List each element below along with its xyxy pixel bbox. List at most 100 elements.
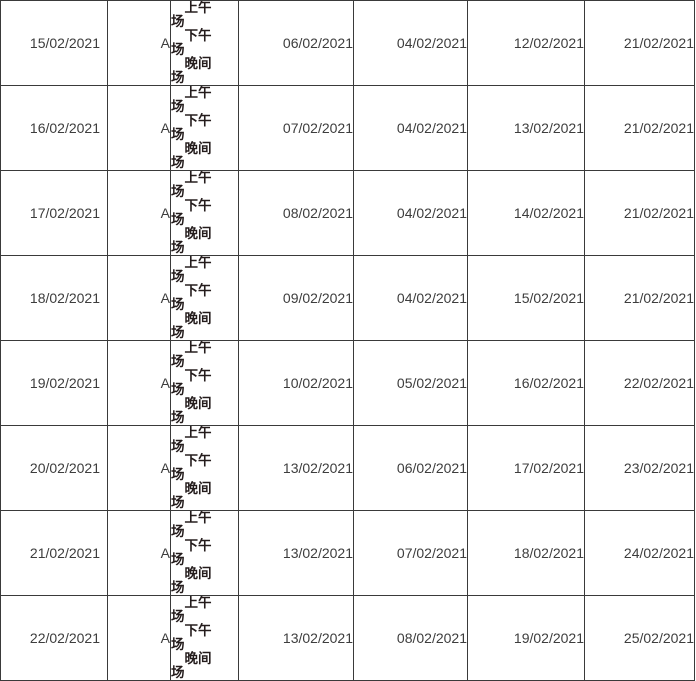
session-line: 下午 xyxy=(171,368,212,383)
session-line: 上午 xyxy=(171,425,212,440)
session-line: 晚间 xyxy=(171,396,212,411)
session-line: 场 xyxy=(171,42,185,57)
row-date-cell: 22/02/2021 xyxy=(0,595,108,681)
date2-cell: 06/02/2021 xyxy=(353,425,468,511)
date3-cell: 13/02/2021 xyxy=(467,85,585,171)
date3-cell: 12/02/2021 xyxy=(467,0,585,86)
session-line: 晚间 xyxy=(171,481,212,496)
group-cell: A xyxy=(107,425,171,511)
session-line: 场 xyxy=(171,524,185,539)
date4-cell: 21/02/2021 xyxy=(584,255,695,341)
session-line: 场 xyxy=(171,354,185,369)
session-line: 下午 xyxy=(171,28,212,43)
session-line: 场 xyxy=(171,70,185,85)
date4-cell: 21/02/2021 xyxy=(584,85,695,171)
date1-cell: 10/02/2021 xyxy=(238,340,354,426)
session-line: 场 xyxy=(171,155,185,170)
row-date-cell: 17/02/2021 xyxy=(0,170,108,256)
date3-cell: 15/02/2021 xyxy=(467,255,585,341)
row-date-cell: 18/02/2021 xyxy=(0,255,108,341)
session-line: 场 xyxy=(171,127,185,142)
date2-cell: 04/02/2021 xyxy=(353,0,468,86)
session-line: 场 xyxy=(171,99,185,114)
table-row: 15/02/2021 A 上午场 下午场 晚间场 06/02/2021 04/0… xyxy=(0,0,695,86)
row-date-cell: 15/02/2021 xyxy=(0,0,108,86)
session-line: 场 xyxy=(171,212,185,227)
table-row: 20/02/2021 A 上午场 下午场 晚间场 13/02/2021 06/0… xyxy=(0,425,695,511)
sessions-cell: 上午场 下午场 晚间场 xyxy=(170,170,239,256)
session-line: 上午 xyxy=(171,255,212,270)
session-line: 场 xyxy=(171,382,185,397)
sessions-cell: 上午场 下午场 晚间场 xyxy=(170,425,239,511)
group-cell: A xyxy=(107,255,171,341)
date1-cell: 08/02/2021 xyxy=(238,170,354,256)
date4-cell: 21/02/2021 xyxy=(584,170,695,256)
sessions-cell: 上午场 下午场 晚间场 xyxy=(170,595,239,681)
session-line: 上午 xyxy=(171,510,212,525)
group-cell: A xyxy=(107,510,171,596)
row-date-cell: 20/02/2021 xyxy=(0,425,108,511)
date1-cell: 09/02/2021 xyxy=(238,255,354,341)
date1-cell: 13/02/2021 xyxy=(238,595,354,681)
date1-cell: 06/02/2021 xyxy=(238,0,354,86)
group-cell: A xyxy=(107,595,171,681)
date3-cell: 18/02/2021 xyxy=(467,510,585,596)
session-line: 上午 xyxy=(171,0,212,15)
group-cell: A xyxy=(107,340,171,426)
group-cell: A xyxy=(107,85,171,171)
date1-cell: 07/02/2021 xyxy=(238,85,354,171)
date3-cell: 19/02/2021 xyxy=(467,595,585,681)
sessions-cell: 上午场 下午场 晚间场 xyxy=(170,340,239,426)
session-line: 上午 xyxy=(171,340,212,355)
date4-cell: 24/02/2021 xyxy=(584,510,695,596)
date4-cell: 21/02/2021 xyxy=(584,0,695,86)
row-date-cell: 21/02/2021 xyxy=(0,510,108,596)
session-line: 晚间 xyxy=(171,311,212,326)
session-line: 场 xyxy=(171,609,185,624)
table-row: 19/02/2021 A 上午场 下午场 晚间场 10/02/2021 05/0… xyxy=(0,340,695,426)
session-line: 场 xyxy=(171,14,185,29)
session-line: 晚间 xyxy=(171,226,212,241)
row-date-cell: 19/02/2021 xyxy=(0,340,108,426)
table-row: 17/02/2021 A 上午场 下午场 晚间场 08/02/2021 04/0… xyxy=(0,170,695,256)
table-row: 18/02/2021 A 上午场 下午场 晚间场 09/02/2021 04/0… xyxy=(0,255,695,341)
sessions-cell: 上午场 下午场 晚间场 xyxy=(170,0,239,86)
session-line: 晚间 xyxy=(171,566,212,581)
date4-cell: 25/02/2021 xyxy=(584,595,695,681)
session-line: 下午 xyxy=(171,113,212,128)
session-line: 场 xyxy=(171,552,185,567)
session-line: 场 xyxy=(171,325,185,340)
session-line: 场 xyxy=(171,297,185,312)
date1-cell: 13/02/2021 xyxy=(238,425,354,511)
session-line: 场 xyxy=(171,495,185,510)
session-line: 上午 xyxy=(171,595,212,610)
session-line: 下午 xyxy=(171,198,212,213)
session-line: 场 xyxy=(171,184,185,199)
session-line: 场 xyxy=(171,269,185,284)
session-line: 晚间 xyxy=(171,141,212,156)
session-line: 场 xyxy=(171,637,185,652)
session-line: 晚间 xyxy=(171,56,212,71)
session-line: 场 xyxy=(171,410,185,425)
date2-cell: 08/02/2021 xyxy=(353,595,468,681)
session-line: 场 xyxy=(171,240,185,255)
table-row: 22/02/2021 A 上午场 下午场 晚间场 13/02/2021 08/0… xyxy=(0,595,695,681)
group-cell: A xyxy=(107,170,171,256)
session-line: 场 xyxy=(171,665,185,680)
session-line: 上午 xyxy=(171,85,212,100)
session-line: 下午 xyxy=(171,283,212,298)
date2-cell: 07/02/2021 xyxy=(353,510,468,596)
group-cell: A xyxy=(107,0,171,86)
date4-cell: 23/02/2021 xyxy=(584,425,695,511)
date2-cell: 04/02/2021 xyxy=(353,255,468,341)
date1-cell: 13/02/2021 xyxy=(238,510,354,596)
date2-cell: 04/02/2021 xyxy=(353,170,468,256)
date2-cell: 04/02/2021 xyxy=(353,85,468,171)
table-row: 21/02/2021 A 上午场 下午场 晚间场 13/02/2021 07/0… xyxy=(0,510,695,596)
sessions-cell: 上午场 下午场 晚间场 xyxy=(170,255,239,341)
session-line: 场 xyxy=(171,580,185,595)
session-line: 下午 xyxy=(171,538,212,553)
session-line: 下午 xyxy=(171,623,212,638)
